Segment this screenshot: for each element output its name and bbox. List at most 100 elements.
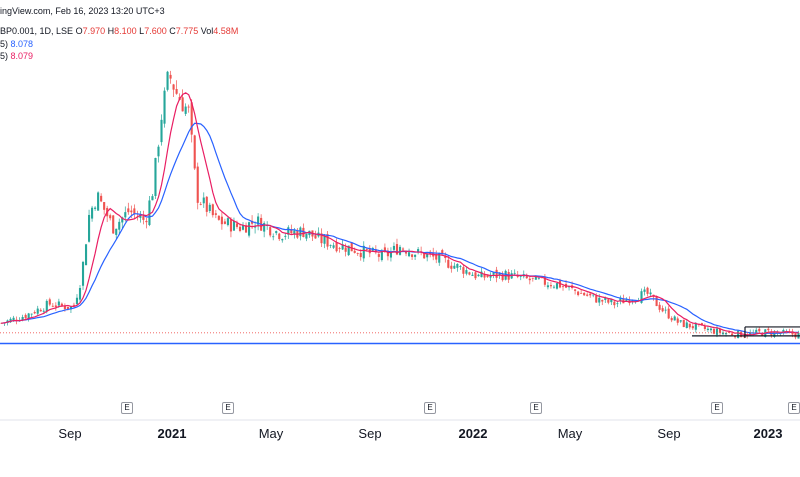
earnings-marker[interactable]: E <box>711 402 723 414</box>
x-tick-label: 2022 <box>458 426 488 441</box>
candle-body <box>154 157 157 197</box>
earnings-marker[interactable]: E <box>788 402 800 414</box>
candle-body <box>453 265 456 269</box>
candle-body <box>715 328 719 335</box>
x-tick-label: Sep <box>358 426 382 441</box>
candle-body <box>175 88 178 94</box>
candle-body <box>223 221 226 224</box>
candle-body <box>755 329 758 333</box>
candle-body <box>616 303 619 305</box>
candle-body <box>293 230 296 234</box>
candle-body <box>66 306 69 310</box>
candle-body <box>474 272 477 279</box>
candle-body <box>287 227 290 235</box>
header-ma2: 5) 8.079 <box>0 51 33 61</box>
candle-body <box>423 252 426 259</box>
candle-body <box>91 207 94 219</box>
ma-slow-line <box>1 122 799 335</box>
candle-body <box>703 326 706 329</box>
close-label: C <box>169 26 176 36</box>
candle-body <box>42 310 45 312</box>
candle-body <box>299 227 302 237</box>
candle-body <box>205 196 208 212</box>
candle-body <box>181 97 184 112</box>
candle-body <box>151 196 154 201</box>
candle-body <box>208 204 211 212</box>
candle-body <box>284 235 287 237</box>
candle-body <box>33 312 36 314</box>
candle-body <box>598 297 601 303</box>
candle-body <box>643 289 646 292</box>
candle-body <box>561 286 565 288</box>
candle-body <box>257 216 260 225</box>
candle-body <box>483 273 486 278</box>
candle-body <box>438 253 441 263</box>
earnings-marker[interactable]: E <box>424 402 436 414</box>
candle-body <box>589 293 592 296</box>
candle-body <box>519 275 522 277</box>
candle-body <box>679 320 682 322</box>
candle-body <box>290 229 293 234</box>
candle-body <box>172 84 175 90</box>
candle-body <box>133 208 136 214</box>
candle-body <box>486 275 489 278</box>
candle-body <box>492 272 495 275</box>
candle-body <box>528 278 531 281</box>
candle-body <box>139 215 142 218</box>
candle-body <box>441 250 444 255</box>
low-label: L <box>139 26 145 36</box>
candle-body <box>767 328 770 331</box>
candle-body <box>435 254 438 260</box>
candle-body <box>362 245 365 259</box>
candle-body <box>12 317 15 321</box>
range-box <box>692 326 800 338</box>
candle-body <box>737 330 740 339</box>
candle-body <box>622 298 625 304</box>
candle-body <box>631 300 634 302</box>
candle-body <box>408 252 411 257</box>
candle-body <box>78 288 82 300</box>
ma2-value: 8.079 <box>10 51 34 61</box>
earnings-marker[interactable]: E <box>222 402 234 414</box>
x-tick-label: Sep <box>657 426 681 441</box>
header-source: ingView.com, Feb 16, 2023 13:20 UTC+3 <box>0 6 165 16</box>
candle-body <box>226 218 229 226</box>
earnings-marker[interactable]: E <box>121 402 133 414</box>
chart-header: ingView.com, Feb 16, 2023 13:20 UTC+3 BP… <box>0 0 800 61</box>
candle-body <box>30 313 33 315</box>
candle-body <box>395 244 399 255</box>
candle-body <box>758 328 761 332</box>
x-tick-label: Sep <box>58 426 82 441</box>
candle-body <box>459 266 462 267</box>
candle-body <box>471 274 474 276</box>
candle-body <box>682 319 685 327</box>
candle-body <box>773 331 776 337</box>
candle-body <box>302 227 305 238</box>
x-tick-label: May <box>258 426 284 441</box>
candle-body <box>314 235 317 239</box>
candle-body <box>604 298 607 300</box>
candle-body <box>217 215 220 220</box>
candle-body <box>625 299 628 302</box>
candle-body <box>57 301 60 306</box>
candle-body <box>688 323 691 328</box>
earnings-marker[interactable]: E <box>530 402 542 414</box>
candle-body <box>724 332 728 335</box>
candle-body <box>193 135 196 169</box>
candle-body <box>628 299 631 304</box>
candle-body <box>447 259 450 268</box>
candle-body <box>374 249 377 253</box>
candle-body <box>607 299 610 303</box>
high-label: H <box>107 26 115 36</box>
ma2-prefix: 5) <box>0 51 9 61</box>
candle-body <box>610 299 613 303</box>
candle-body <box>251 220 254 224</box>
candle-body <box>380 250 383 261</box>
close-value: 7.775 <box>175 26 199 36</box>
candle-body <box>232 220 236 231</box>
candle-body <box>81 261 85 286</box>
candle-body <box>552 286 556 288</box>
candle-body <box>24 314 27 319</box>
candle-body <box>580 292 583 294</box>
